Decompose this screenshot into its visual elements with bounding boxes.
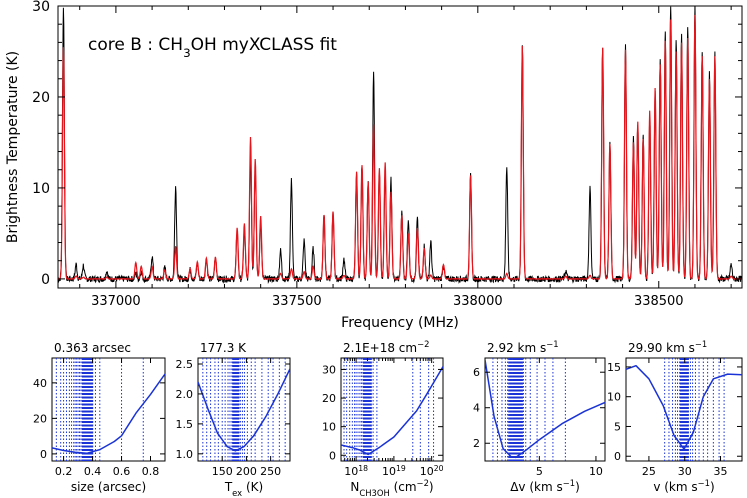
y-tick-label: 6 [473,366,480,379]
fit-panel-4: 2 4 6 5 10 2.92 km s−1 Δv (km s−1) [473,339,606,494]
main-plot-frame [57,5,743,289]
x-tick-label: 338500 [634,294,684,309]
series-model [58,14,742,281]
y-tick-label: 1.5 [176,418,194,431]
panel-title: 177.3 K [200,341,247,355]
fit-panel-2: 1.0 1.5 2.0 2.5 150 200 250 177.3 K Tex (K) [176,341,291,498]
y-tick-label: 20 [33,412,47,425]
x-tick-label: 25 [642,465,656,478]
x-tick-label: 338000 [453,294,503,309]
x-tick-label: 35 [714,465,728,478]
panel-x-label: v (km s−1) [653,478,714,494]
panel-x-label: NCH3OH (cm−2) [350,478,433,498]
panel-x-label: Δv (km s−1) [510,478,580,494]
y-tick-label: 0 [41,272,50,288]
panel-x-label: Tex (K) [224,480,263,498]
y-tick-label: 20 [32,90,50,106]
chi2-curve [52,373,165,454]
chi2-curve [341,366,443,456]
x-tick-label: 0.6 [113,465,131,478]
y-tick-label: 30 [322,363,336,376]
x-tick-label: 150 [212,465,233,478]
y-tick-label: 20 [322,392,336,405]
x-tick-label: 337000 [91,294,141,309]
fit-panel-5: 0 5 10 15 25 30 35 29.90 km s−1 v (km s−1) [607,339,743,494]
y-tick-label: 2 [473,437,480,450]
x-tick-label: 1019 [382,464,406,479]
x-axis-label: Frequency (MHz) [341,315,459,331]
x-tick-label: 250 [260,465,281,478]
chi2-curve [485,359,605,459]
y-tick-label: 0 [40,448,47,461]
y-tick-label: 0 [329,449,336,462]
panel-x-label: size (arcsec) [71,480,146,494]
y-tick-label: 2.0 [176,388,194,401]
x-tick-label: 1018 [344,464,368,479]
x-tick-label: 10 [589,465,603,478]
x-tick-label: 337500 [272,294,322,309]
x-tick-label: 1020 [420,464,444,479]
chart-annotation: core B : CH3OH myXCLASS fit [88,35,337,60]
panel-title: 0.363 arcsec [54,341,131,355]
y-tick-label: 10 [322,421,336,434]
y-tick-label: 4 [473,402,480,415]
panel-title: 29.90 km s−1 [628,339,707,355]
y-tick-label: 5 [614,420,621,433]
y-tick-label: 10 [32,181,50,197]
x-tick-label: 0.8 [142,465,160,478]
y-tick-label: 0 [614,450,621,463]
y-tick-label: 15 [607,361,621,374]
chi2-curve [626,364,742,450]
main-spectrum: 337000 337500 338000 338500 0 10 20 30 Frequency… [5,0,743,331]
chi2-curve [198,368,290,452]
y-tick-label: 10 [607,391,621,404]
x-tick-label: 30 [678,465,692,478]
x-tick-label: 5 [536,465,543,478]
y-tick-label: 30 [32,0,50,15]
y-tick-label: 2.5 [176,358,194,371]
y-tick-label: 40 [33,377,47,390]
panel-frame [51,357,166,462]
x-tick-label: 0.2 [55,465,73,478]
x-tick-label: 200 [236,465,257,478]
panel-title: 2.92 km s−1 [487,339,559,355]
x-tick-label: 0.4 [84,465,102,478]
y-tick-label: 1.0 [176,448,194,461]
y-axis-label: Brightness Temperature (K) [5,51,21,243]
fit-panel-1: 0 20 40 0.2 0.4 0.6 0.8 0.363 arcsec size (arcse… [33,341,166,494]
panel-title: 2.1E+18 cm−2 [343,339,429,355]
